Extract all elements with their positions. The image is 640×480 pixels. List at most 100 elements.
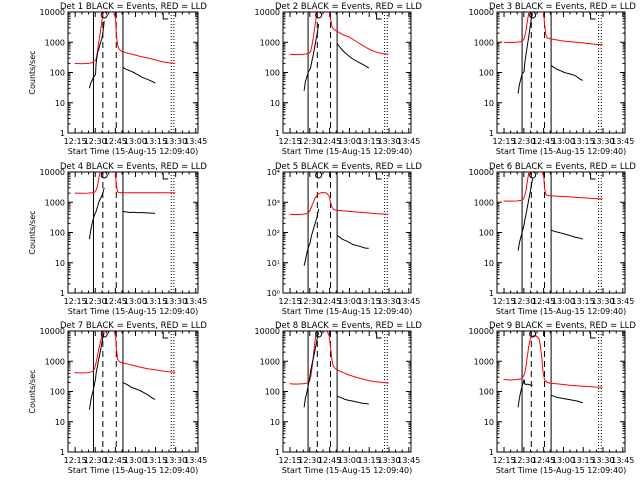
panel-det-9: Det 9 BLACK = Events, RED = LLD 1 10 100 100… <box>469 321 637 475</box>
x-tick-label: 13:30 <box>591 297 614 306</box>
panel-title: Det 6 BLACK = Events, RED = LLD <box>489 162 636 172</box>
panel-det-5: Det 5 BLACK = Events, RED = LLD 10⁰ 10¹ 10²… <box>267 162 423 316</box>
lld-series-line <box>289 191 389 216</box>
y-tick-label: 10000 <box>469 327 494 336</box>
events-series-line-late <box>550 394 583 404</box>
events-series-line <box>88 21 105 89</box>
y-tick-label: 10¹ <box>267 259 280 268</box>
x-tick-label: 13:30 <box>377 456 400 465</box>
panel-det-6: Det 6 BLACK = Events, RED = LLD 1 10 100 100… <box>469 162 637 316</box>
x-tick-label: 13:30 <box>591 137 614 146</box>
y-tick-label: 100 <box>50 388 65 397</box>
y-tick-label: 10 <box>55 259 65 268</box>
y-tick-label: 10 <box>55 99 65 108</box>
x-tick-label: 13:15 <box>358 297 381 306</box>
y-tick-label: 10000 <box>40 8 65 17</box>
peak-marker <box>315 331 323 338</box>
x-tick-label: 12:45 <box>318 137 341 146</box>
x-tick-label: 13:00 <box>124 297 147 306</box>
y-tick-label: 1 <box>489 129 494 138</box>
plot-area <box>503 12 603 133</box>
y-tick-label: 100 <box>479 229 494 238</box>
y-tick-label: 100 <box>265 69 280 78</box>
events-series-line <box>517 13 534 94</box>
y-axis-label: Counts/sec <box>28 50 37 94</box>
x-tick-label: 13:45 <box>397 297 420 306</box>
x-tick-label: 13:45 <box>184 456 207 465</box>
panel-det-2: Det 2 BLACK = Events, RED = LLD 1 10 100 100… <box>255 2 423 156</box>
x-axis-label: Start Time (15-Aug-15 12:09:40) <box>496 147 627 156</box>
events-series-line <box>88 332 105 410</box>
x-tick-label: 12:30 <box>298 456 321 465</box>
x-tick-label: 12:15 <box>64 297 87 306</box>
peak-marker <box>529 331 537 338</box>
x-tick-label: 13:15 <box>572 137 595 146</box>
x-tick-label: 12:30 <box>512 137 535 146</box>
panel-title: Det 4 BLACK = Events, RED = LLD <box>60 162 207 172</box>
panel-det-3: Det 3 BLACK = Events, RED = LLD 1 10 100 100… <box>469 2 637 156</box>
x-tick-label: 12:15 <box>64 137 87 146</box>
plot-area <box>289 331 389 452</box>
x-tick-label: 13:30 <box>377 137 400 146</box>
lld-series-line <box>74 12 176 65</box>
y-tick-label: 10000 <box>40 168 65 177</box>
x-tick-label: 12:15 <box>493 137 516 146</box>
lld-series-line <box>74 172 176 194</box>
y-tick-label: 100 <box>50 69 65 78</box>
plot-area <box>74 12 176 133</box>
events-series-line <box>88 187 105 240</box>
x-tick-label: 13:45 <box>611 137 634 146</box>
plot-area <box>503 331 603 452</box>
x-tick-label: 13:30 <box>164 137 187 146</box>
y-tick-label: 100 <box>265 388 280 397</box>
x-axis-label: Start Time (15-Aug-15 12:09:40) <box>282 466 413 475</box>
events-series-line-late <box>550 65 584 81</box>
y-tick-label: 1000 <box>45 38 65 47</box>
lld-series-line <box>289 12 389 56</box>
peak-marker <box>100 331 108 338</box>
x-tick-label: 13:00 <box>552 456 575 465</box>
y-tick-label: 10 <box>484 418 494 427</box>
y-tick-label: 10000 <box>255 327 280 336</box>
x-tick-label: 13:45 <box>184 137 207 146</box>
plot-area <box>74 172 176 293</box>
events-series-line-late <box>122 210 156 214</box>
panel-title: Det 1 BLACK = Events, RED = LLD <box>60 2 207 12</box>
x-tick-label: 12:15 <box>279 137 302 146</box>
x-tick-label: 12:45 <box>532 456 555 465</box>
x-tick-label: 13:45 <box>397 456 420 465</box>
x-tick-label: 12:30 <box>512 297 535 306</box>
events-series-line <box>303 332 320 408</box>
peak-marker <box>529 172 537 179</box>
y-tick-label: 10² <box>267 229 280 238</box>
x-tick-label: 12:45 <box>532 137 555 146</box>
y-tick-label: 1000 <box>260 38 280 47</box>
y-tick-label: 1000 <box>260 357 280 366</box>
l-marker <box>376 13 382 20</box>
x-tick-label: 13:00 <box>124 137 147 146</box>
x-tick-label: 13:15 <box>144 297 167 306</box>
x-axis-label: Start Time (15-Aug-15 12:09:40) <box>282 307 413 316</box>
events-series-line <box>303 208 320 266</box>
y-tick-label: 1000 <box>474 198 494 207</box>
y-tick-label: 10 <box>270 418 280 427</box>
y-tick-label: 10⁴ <box>267 168 280 177</box>
panel-title: Det 3 BLACK = Events, RED = LLD <box>489 2 636 12</box>
lld-series-line <box>503 335 603 388</box>
x-tick-label: 12:45 <box>318 456 341 465</box>
x-tick-label: 13:45 <box>184 297 207 306</box>
x-tick-label: 13:45 <box>611 456 634 465</box>
y-tick-label: 10000 <box>469 8 494 17</box>
x-tick-label: 13:45 <box>611 297 634 306</box>
peak-marker <box>100 12 108 19</box>
x-tick-label: 13:15 <box>572 456 595 465</box>
y-tick-label: 10 <box>484 99 494 108</box>
x-tick-label: 12:15 <box>279 456 302 465</box>
l-marker <box>162 173 169 180</box>
events-series-line <box>517 178 534 251</box>
plot-area <box>289 12 389 133</box>
y-axis-label: Counts/sec <box>28 210 37 254</box>
x-axis-label: Start Time (15-Aug-15 12:09:40) <box>282 147 413 156</box>
peak-marker <box>100 172 108 179</box>
events-series-line-late <box>122 66 156 84</box>
